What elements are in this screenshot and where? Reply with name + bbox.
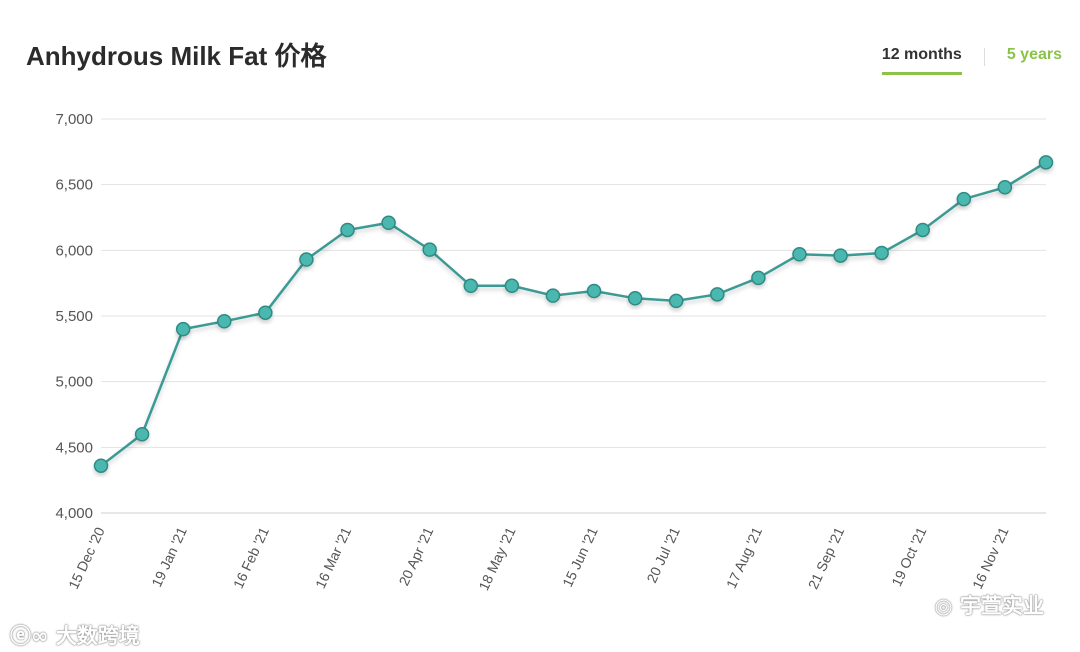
- data-point[interactable]: [874, 245, 889, 261]
- x-tick-label: 15 Jun '21: [559, 524, 601, 589]
- data-point[interactable]: [134, 426, 150, 442]
- y-tick-label: 6,500: [55, 177, 93, 194]
- data-point[interactable]: [997, 180, 1013, 195]
- data-point[interactable]: [668, 293, 684, 309]
- weibo-logo-icon: ⓔ∞: [10, 624, 49, 648]
- y-tick-label: 7,000: [55, 111, 93, 128]
- data-point[interactable]: [915, 222, 930, 238]
- data-point[interactable]: [586, 283, 602, 299]
- data-point[interactable]: [463, 278, 479, 294]
- tab-12-months[interactable]: 12 months: [881, 46, 962, 75]
- data-point[interactable]: [175, 321, 191, 337]
- tab-5-years[interactable]: 5 years: [1006, 46, 1062, 63]
- x-tick-label: 20 Apr '21: [395, 524, 436, 588]
- data-point[interactable]: [217, 314, 232, 329]
- data-point[interactable]: [833, 248, 848, 263]
- x-tick-label: 16 Feb '21: [230, 524, 272, 591]
- x-tick-label: 17 Aug '21: [723, 524, 765, 591]
- data-point[interactable]: [504, 278, 520, 294]
- y-tick-label: 5,500: [55, 308, 93, 325]
- x-tick-label: 18 May '21: [475, 524, 518, 593]
- x-tick-label: 21 Sep '21: [805, 524, 848, 591]
- data-point[interactable]: [545, 288, 561, 303]
- x-tick-label: 16 Mar '21: [312, 524, 354, 591]
- x-axis-tick-labels: 15 Dec '20 19 Jan '21 16 Feb '21 16 Mar '21…: [65, 524, 1012, 593]
- chart-title: Anhydrous Milk Fat 价格: [26, 41, 327, 71]
- watermark-left-text: 大数跨境: [55, 624, 140, 648]
- data-point[interactable]: [381, 215, 396, 231]
- data-point[interactable]: [299, 252, 314, 267]
- gridlines: [101, 118, 1046, 514]
- y-tick-label: 4,000: [55, 505, 93, 522]
- wechat-logo-icon: ◎: [934, 594, 953, 618]
- data-point[interactable]: [792, 247, 807, 262]
- data-point[interactable]: [422, 242, 437, 257]
- y-tick-label: 4,500: [55, 439, 93, 456]
- watermark-right-text: 宇萱实业: [960, 594, 1044, 618]
- x-tick-label: 19 Oct '21: [888, 524, 929, 588]
- data-points: [93, 155, 1054, 473]
- data-point[interactable]: [1038, 155, 1054, 170]
- data-point[interactable]: [710, 287, 725, 302]
- tab-separator: [983, 48, 985, 66]
- x-tick-label: 20 Jul '21: [643, 524, 683, 585]
- y-axis-tick-labels: 4,000 4,500 5,000 5,500 6,000 6,500 7,000: [55, 111, 93, 522]
- y-tick-label: 5,000: [55, 374, 93, 391]
- x-tick-label: 16 Nov '21: [969, 524, 1012, 591]
- data-point[interactable]: [93, 458, 109, 473]
- x-tick-label: 19 Jan '21: [148, 524, 190, 589]
- y-tick-label: 6,000: [55, 242, 93, 259]
- data-point[interactable]: [340, 222, 355, 238]
- x-tick-label: 15 Dec '20: [65, 524, 108, 591]
- series-line: [100, 161, 1047, 467]
- data-point[interactable]: [956, 191, 972, 207]
- watermark-right: ◎ 宇萱实业: [934, 590, 1044, 620]
- data-point[interactable]: [751, 270, 766, 286]
- data-point[interactable]: [258, 305, 273, 320]
- range-tabs: 12 months 5 years: [881, 46, 1062, 75]
- watermark-left: ⓔ∞ 大数跨境: [10, 620, 140, 650]
- data-point[interactable]: [627, 291, 643, 306]
